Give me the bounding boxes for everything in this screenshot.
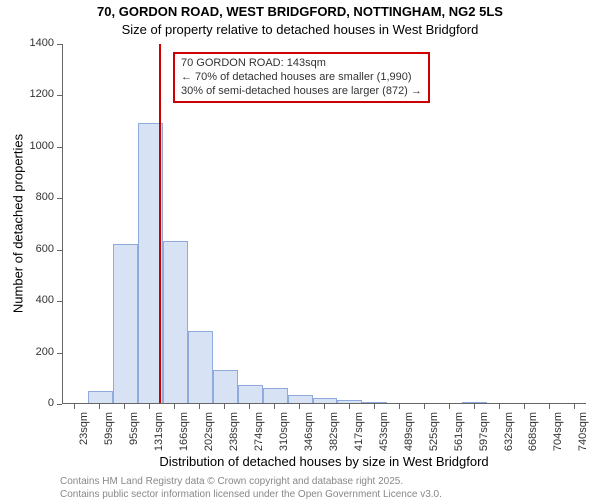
x-tick-label: 238sqm [228, 412, 240, 451]
x-tick-mark [299, 404, 300, 409]
x-tick-label: 668sqm [528, 412, 540, 451]
x-tick-label: 131sqm [153, 412, 165, 451]
x-tick-mark [324, 404, 325, 409]
y-tick-label: 1400 [14, 37, 54, 49]
footer-line-1: Contains HM Land Registry data © Crown c… [60, 476, 403, 487]
y-tick-label: 800 [14, 191, 54, 203]
x-tick-mark [449, 404, 450, 409]
chart-title-sub: Size of property relative to detached ho… [0, 22, 600, 37]
y-tick-label: 200 [14, 346, 54, 358]
histogram-bar [213, 370, 238, 403]
x-tick-label: 23sqm [78, 412, 90, 445]
chart-container: 70, GORDON ROAD, WEST BRIDGFORD, NOTTING… [0, 0, 600, 500]
highlight-line [159, 44, 161, 403]
y-tick-label: 600 [14, 243, 54, 255]
x-tick-label: 740sqm [578, 412, 590, 451]
histogram-bar [163, 241, 188, 404]
y-tick-mark [57, 95, 62, 96]
chart-title-main: 70, GORDON ROAD, WEST BRIDGFORD, NOTTING… [0, 4, 600, 19]
y-tick-mark [57, 301, 62, 302]
x-tick-label: 417sqm [353, 412, 365, 451]
annotation-line: ← 70% of detached houses are smaller (1,… [181, 71, 422, 85]
x-tick-label: 704sqm [553, 412, 565, 451]
x-axis-label: Distribution of detached houses by size … [62, 454, 586, 469]
x-tick-mark [199, 404, 200, 409]
x-tick-label: 310sqm [278, 412, 290, 451]
x-tick-label: 59sqm [103, 412, 115, 445]
y-tick-label: 0 [14, 397, 54, 409]
x-tick-mark [249, 404, 250, 409]
histogram-bar [313, 398, 338, 403]
x-tick-label: 382sqm [328, 412, 340, 451]
footer-line-2: Contains public sector information licen… [60, 489, 442, 500]
x-tick-mark [274, 404, 275, 409]
y-tick-label: 1200 [14, 88, 54, 100]
x-tick-label: 632sqm [503, 412, 515, 451]
histogram-bar [113, 244, 138, 403]
annotation-line: 30% of semi-detached houses are larger (… [181, 85, 422, 99]
x-tick-mark [399, 404, 400, 409]
plot-area: 70 GORDON ROAD: 143sqm← 70% of detached … [62, 44, 586, 404]
histogram-bar [88, 391, 113, 403]
x-tick-mark [99, 404, 100, 409]
x-tick-label: 166sqm [178, 412, 190, 451]
x-tick-mark [524, 404, 525, 409]
y-tick-mark [57, 353, 62, 354]
x-tick-label: 453sqm [378, 412, 390, 451]
histogram-bar [188, 331, 213, 403]
y-tick-mark [57, 404, 62, 405]
y-tick-mark [57, 198, 62, 199]
histogram-bar [362, 402, 387, 403]
y-tick-label: 1000 [14, 140, 54, 152]
x-tick-label: 561sqm [453, 412, 465, 451]
x-tick-mark [174, 404, 175, 409]
x-tick-label: 489sqm [403, 412, 415, 451]
x-tick-mark [549, 404, 550, 409]
x-tick-mark [574, 404, 575, 409]
x-tick-mark [474, 404, 475, 409]
x-tick-mark [124, 404, 125, 409]
histogram-bar [462, 402, 487, 403]
x-tick-mark [349, 404, 350, 409]
x-tick-label: 597sqm [478, 412, 490, 451]
x-tick-mark [374, 404, 375, 409]
x-tick-mark [149, 404, 150, 409]
x-tick-mark [424, 404, 425, 409]
y-tick-mark [57, 44, 62, 45]
x-tick-mark [74, 404, 75, 409]
x-tick-label: 274sqm [253, 412, 265, 451]
x-tick-label: 202sqm [203, 412, 215, 451]
histogram-bar [337, 400, 362, 403]
x-tick-label: 95sqm [128, 412, 140, 445]
annotation-box: 70 GORDON ROAD: 143sqm← 70% of detached … [173, 52, 430, 103]
histogram-bar [238, 385, 263, 404]
y-tick-label: 400 [14, 294, 54, 306]
x-tick-label: 525sqm [428, 412, 440, 451]
y-tick-mark [57, 250, 62, 251]
x-tick-mark [499, 404, 500, 409]
x-tick-label: 346sqm [303, 412, 315, 451]
annotation-line: 70 GORDON ROAD: 143sqm [181, 57, 422, 71]
histogram-bar [263, 388, 288, 403]
x-tick-mark [224, 404, 225, 409]
y-tick-mark [57, 147, 62, 148]
histogram-bar [288, 395, 313, 403]
